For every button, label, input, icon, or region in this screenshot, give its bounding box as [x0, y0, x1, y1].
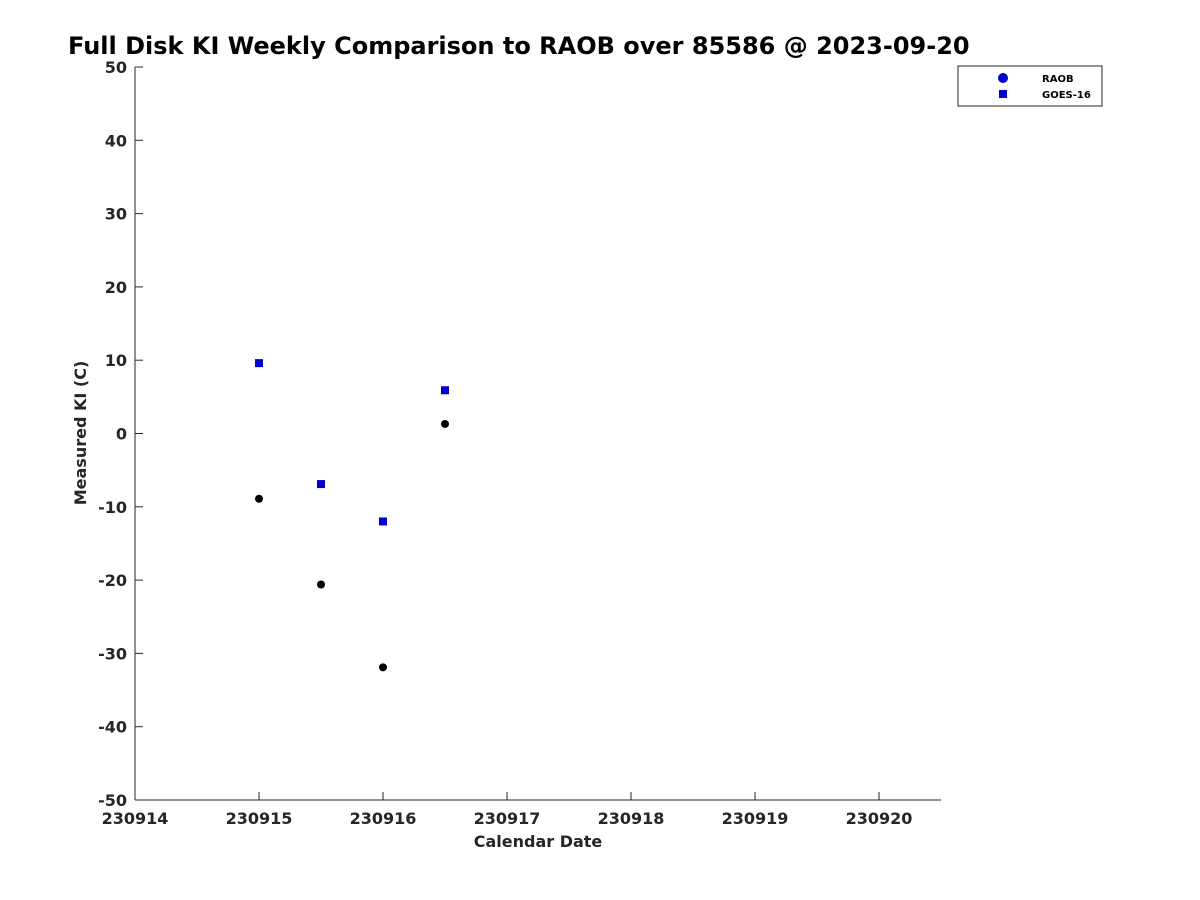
x-tick-label: 230919 — [722, 809, 789, 828]
point-goes-16 — [255, 359, 263, 368]
chart-title: Full Disk KI Weekly Comparison to RAOB o… — [68, 32, 970, 60]
legend-box — [957, 65, 1103, 107]
y-tick-label: -30 — [98, 644, 127, 663]
y-tick-label: 30 — [105, 205, 127, 224]
x-axis-label: Calendar Date — [474, 832, 603, 851]
data-points — [255, 359, 449, 672]
y-axis-label: Measured KI (C) — [71, 361, 90, 506]
y-tick-label: -50 — [98, 791, 127, 810]
x-tick-label: 230915 — [226, 809, 293, 828]
plot-axes — [134, 67, 941, 801]
point-raob — [379, 663, 387, 672]
point-raob — [255, 494, 263, 503]
point-raob — [317, 580, 325, 589]
x-axis-ticks: 230914 230915 230916 230917 230918 230919 2309… — [102, 792, 913, 828]
legend-label: GOES-16 — [1042, 90, 1091, 101]
x-tick-label: 230918 — [598, 809, 665, 828]
y-axis-ticks: -50 -40 -30 -20 -10 0 10 20 30 40 50 — [98, 58, 143, 810]
y-tick-label: -20 — [98, 571, 127, 590]
y-tick-label: -40 — [98, 718, 127, 737]
legend-label: RAOB — [1042, 74, 1074, 85]
x-tick-label: 230914 — [102, 809, 169, 828]
point-goes-16 — [441, 386, 449, 395]
x-tick-label: 230920 — [846, 809, 913, 828]
y-tick-label: 40 — [105, 131, 127, 150]
legend-marker-raob — [998, 73, 1008, 83]
legend-marker-goes-16 — [999, 90, 1007, 98]
point-goes-16 — [379, 517, 387, 526]
y-tick-label: 20 — [105, 278, 127, 297]
y-tick-label: -10 — [98, 498, 127, 517]
x-tick-label: 230917 — [474, 809, 541, 828]
point-raob — [441, 419, 449, 428]
y-tick-label: 0 — [116, 425, 127, 444]
point-goes-16 — [317, 480, 325, 489]
x-tick-label: 230916 — [350, 809, 417, 828]
y-tick-label: 50 — [105, 58, 127, 77]
legend: RAOB GOES-16 — [957, 65, 1103, 107]
y-tick-label: 10 — [105, 351, 127, 370]
